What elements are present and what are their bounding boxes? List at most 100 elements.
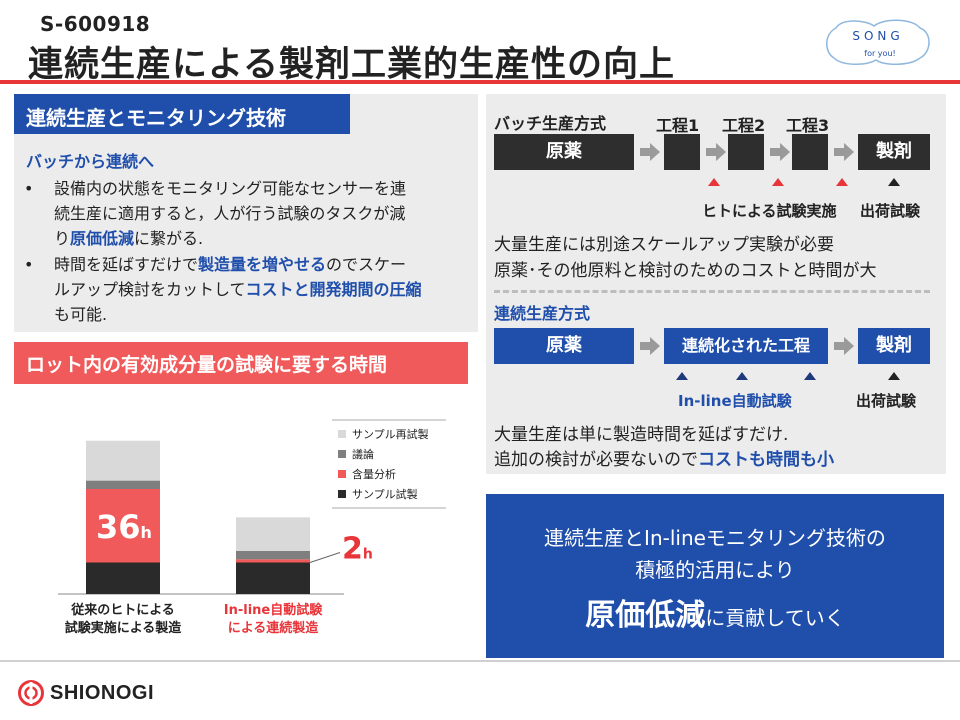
left-section-heading: 連続生産とモニタリング技術 — [14, 94, 350, 134]
continuous-method-title: 連続生産方式 — [494, 304, 591, 323]
batch-shipping-test-label: 出荷試験 — [860, 202, 921, 220]
bullet-1-line1: 設備内の状態をモニタリング可能なセンサーを連 — [54, 179, 407, 198]
bullet-item-2: • 時間を延ばすだけで製造量を増やせるのでスケー ルアップ検討をカットしてコスト… — [24, 252, 464, 327]
arrow-right-icon — [844, 143, 854, 161]
conclusion-box: 連続生産とIn-lineモニタリング技術の 積極的活用により 原価低減に貢献して… — [486, 494, 944, 658]
bullet-2-highlight-1: 製造量を増やせる — [198, 255, 327, 274]
category-label: による連続製造 — [228, 620, 320, 636]
bullet-1-line3-pre: り — [54, 229, 71, 248]
batch-to-continuous-subheading: バッチから連続へ — [26, 152, 155, 171]
conclusion-line-2: 積極的活用により — [635, 558, 795, 582]
bar-segment — [236, 559, 310, 563]
bullet-1-highlight: 原価低減 — [70, 229, 135, 248]
conclusion-line-3-post: に貢献していく — [705, 606, 845, 630]
legend-swatch — [338, 430, 346, 438]
bar-segment — [236, 517, 310, 551]
inline-test-label: In-line自動試験 — [678, 392, 792, 410]
bullet-1-line3-post: に繋がる. — [134, 229, 204, 248]
arrow-stem — [834, 148, 844, 156]
legend-label: 議論 — [352, 447, 374, 461]
company-name: SHIONOGI — [50, 682, 155, 704]
category-label: In-line自動試験 — [224, 602, 323, 618]
continuous-raw-material-box: 原薬 — [494, 328, 634, 364]
arrow-stem — [640, 342, 650, 350]
header-divider — [0, 80, 960, 84]
song-logo-text: SONG — [852, 29, 903, 43]
arrow-right-icon — [844, 337, 854, 355]
bar-segment — [86, 480, 160, 489]
section-divider — [494, 290, 930, 293]
human-test-marker-icon — [772, 178, 784, 186]
page-title: 連続生産による製剤工業的生産性の向上 — [28, 45, 675, 85]
bullet-dot: • — [24, 255, 34, 274]
conclusion-line-1: 連続生産とIn-lineモニタリング技術の — [544, 526, 886, 550]
bar-segment — [86, 440, 160, 481]
bar-segment — [86, 562, 160, 594]
human-test-marker-icon — [708, 178, 720, 186]
conclusion-highlight: 原価低減 — [585, 598, 706, 633]
bar-segment — [236, 550, 310, 560]
song-logo: SONG for you! — [826, 19, 930, 65]
continuous-note-2-pre: 追加の検討が必要ないので — [494, 450, 698, 470]
arrow-stem — [770, 148, 780, 156]
bullet-1-text: 設備内の状態をモニタリング可能なセンサーを連 続生産に適用すると，人が行う試験の… — [24, 176, 464, 251]
batch-method-title: バッチ生産方式 — [494, 114, 607, 133]
bar-segment — [86, 489, 160, 563]
inline-test-marker-icon — [736, 372, 748, 380]
shionogi-logo-icon — [18, 680, 44, 706]
step-1-label: 工程1 — [656, 116, 700, 135]
bar-segment — [236, 562, 310, 594]
batch-step-3-box — [792, 134, 828, 170]
legend-label: サンプル試製 — [352, 487, 418, 501]
bullet-2-line1-pre: 時間を延ばすだけで — [54, 255, 199, 274]
bullet-2-line3: も可能. — [54, 305, 108, 324]
legend-label: 含量分析 — [352, 467, 396, 481]
bullet-2-highlight-2: コストと開発期間の圧縮 — [245, 280, 422, 299]
annotation-unit: h — [363, 547, 373, 563]
arrow-right-icon — [780, 143, 790, 161]
annotation-value: 2 — [342, 532, 363, 567]
continuous-shipping-test-label: 出荷試験 — [856, 392, 917, 410]
legend-swatch — [338, 470, 346, 478]
continuous-note-2: 追加の検討が必要ないのでコストも時間も小 — [494, 445, 834, 470]
document-code: S-600918 — [40, 12, 151, 36]
batch-note-2: 原薬･その他原料と検討のためのコストと時間が大 — [494, 261, 877, 281]
human-test-label: ヒトによる試験実施 — [702, 202, 837, 220]
continuous-process-box: 連続化された工程 — [664, 328, 828, 364]
batch-note-1: 大量生産には別途スケールアップ実験が必要 — [494, 235, 834, 255]
arrow-right-icon — [716, 143, 726, 161]
legend-swatch — [338, 490, 346, 498]
batch-raw-material-box: 原薬 — [494, 134, 634, 170]
footer-divider — [0, 660, 960, 662]
bullet-2-line2-pre: ルアップ検討をカットして — [54, 280, 246, 299]
human-test-marker-icon — [836, 178, 848, 186]
continuous-note-2-highlight: コストも時間も小 — [698, 450, 834, 470]
batch-product-box: 製剤 — [858, 134, 930, 170]
conclusion-line-3: 原価低減に貢献していく — [486, 590, 944, 634]
annotation-value: 36 — [96, 508, 141, 546]
annotation-2h: 2h — [342, 532, 373, 567]
arrow-right-icon — [650, 143, 660, 161]
song-logo-tagline: for you! — [864, 49, 895, 58]
step-3-label: 工程3 — [786, 116, 830, 135]
shipping-test-marker-icon — [888, 372, 900, 380]
continuous-note-1: 大量生産は単に製造時間を延ばすだけ. — [494, 425, 789, 445]
arrow-stem — [834, 342, 844, 350]
category-label: 試験実施による製造 — [65, 620, 183, 636]
shipping-test-marker-icon — [888, 178, 900, 186]
continuous-product-box: 製剤 — [858, 328, 930, 364]
step-2-label: 工程2 — [722, 116, 766, 135]
annotation-36h: 36h — [96, 508, 152, 546]
annotation-leader-line — [309, 552, 341, 563]
legend-swatch — [338, 450, 346, 458]
batch-step-2-box — [728, 134, 764, 170]
bullet-1-line2: 続生産に適用すると，人が行う試験のタスクが減 — [54, 204, 406, 223]
arrow-stem — [640, 148, 650, 156]
bullet-item-1: • 設備内の状態をモニタリング可能なセンサーを連 続生産に適用すると，人が行う試… — [24, 176, 464, 251]
inline-test-marker-icon — [676, 372, 688, 380]
lot-test-time-heading: ロット内の有効成分量の試験に要する時間 — [14, 342, 468, 384]
arrow-stem — [706, 148, 716, 156]
bullet-2-line1-post: のでスケー — [326, 255, 407, 274]
inline-test-marker-icon — [804, 372, 816, 380]
